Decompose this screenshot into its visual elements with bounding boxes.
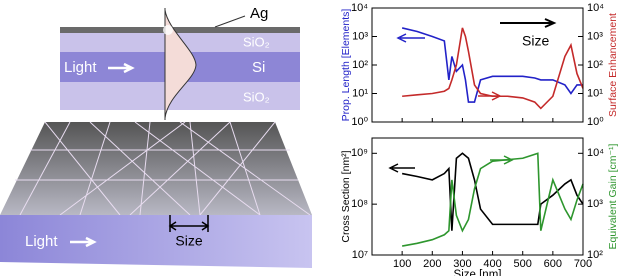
array-front bbox=[0, 215, 312, 268]
y-tick-label: 10² bbox=[587, 249, 603, 261]
y-tick-label: 10³ bbox=[587, 198, 603, 210]
series-line bbox=[401, 27, 583, 103]
y-tick-label: 10⁰ bbox=[587, 116, 604, 128]
y-tick-label: 10⁹ bbox=[351, 147, 368, 159]
y2-axis-label: Equivalent Gain [cm⁻¹] bbox=[607, 143, 619, 249]
pyramid-grid bbox=[15, 121, 311, 216]
light-arrow bbox=[70, 236, 97, 248]
x-tick-label: 200 bbox=[423, 258, 441, 270]
y-tick-label: 10¹ bbox=[352, 87, 368, 99]
series-line bbox=[402, 27, 584, 110]
y-tick-label: 10¹ bbox=[587, 87, 603, 99]
x-tick-label: 700 bbox=[574, 258, 592, 270]
x-tick-label: 300 bbox=[453, 258, 471, 270]
y-tick-label: 10⁴ bbox=[351, 2, 368, 14]
x-tick-label: 500 bbox=[514, 258, 532, 270]
y-tick-label: 10⁰ bbox=[351, 116, 368, 128]
y-tick-label: 10⁴ bbox=[587, 2, 604, 14]
y-tick-label: 10⁴ bbox=[587, 147, 604, 159]
y-tick-label: 10³ bbox=[587, 30, 603, 42]
y-axis-label: Cross Section [nm²] bbox=[340, 150, 352, 242]
size-bracket bbox=[168, 215, 210, 232]
series-line bbox=[401, 152, 584, 247]
sio2-label: SiO₂ bbox=[243, 34, 270, 49]
annotation: Size bbox=[522, 33, 549, 49]
light-label: Light bbox=[25, 233, 58, 250]
y-tick-label: 10² bbox=[587, 59, 603, 71]
hotspot bbox=[163, 25, 173, 35]
sio2-label: SiO₂ bbox=[243, 89, 270, 104]
y-tick-label: 10³ bbox=[352, 30, 368, 42]
ag-layer bbox=[60, 27, 300, 33]
series-line bbox=[401, 152, 584, 231]
plot-frame bbox=[371, 137, 584, 256]
light-label: Light bbox=[64, 59, 97, 76]
size-label: Size bbox=[175, 233, 202, 249]
blue-axis-arrow bbox=[396, 33, 425, 43]
si-label: Si bbox=[252, 59, 265, 76]
light-arrow bbox=[108, 62, 135, 74]
x-tick-label: 100 bbox=[393, 258, 411, 270]
y-axis-label: Prop. Length [Elements] bbox=[340, 9, 352, 122]
mode-profile bbox=[164, 9, 197, 119]
y-tick-label: 10⁷ bbox=[352, 249, 368, 261]
y2-axis-label: Surface Enhancement bbox=[607, 13, 619, 117]
ag-label: Ag bbox=[250, 5, 268, 22]
waveguide-schematic: Ag SiO₂ Light Si SiO₂ bbox=[60, 5, 300, 120]
x-tick-label: 400 bbox=[483, 258, 501, 270]
x-tick-label: 600 bbox=[544, 258, 562, 270]
array-schematic: Light Size bbox=[0, 121, 312, 268]
array-top bbox=[0, 122, 312, 215]
black-axis-arrow bbox=[388, 163, 415, 173]
y-tick-label: 10⁸ bbox=[351, 198, 368, 210]
pointer bbox=[214, 15, 246, 28]
y-tick-label: 10² bbox=[352, 59, 368, 71]
size-arrow bbox=[500, 18, 557, 28]
x-axis-label: Size [nm] bbox=[454, 269, 502, 276]
